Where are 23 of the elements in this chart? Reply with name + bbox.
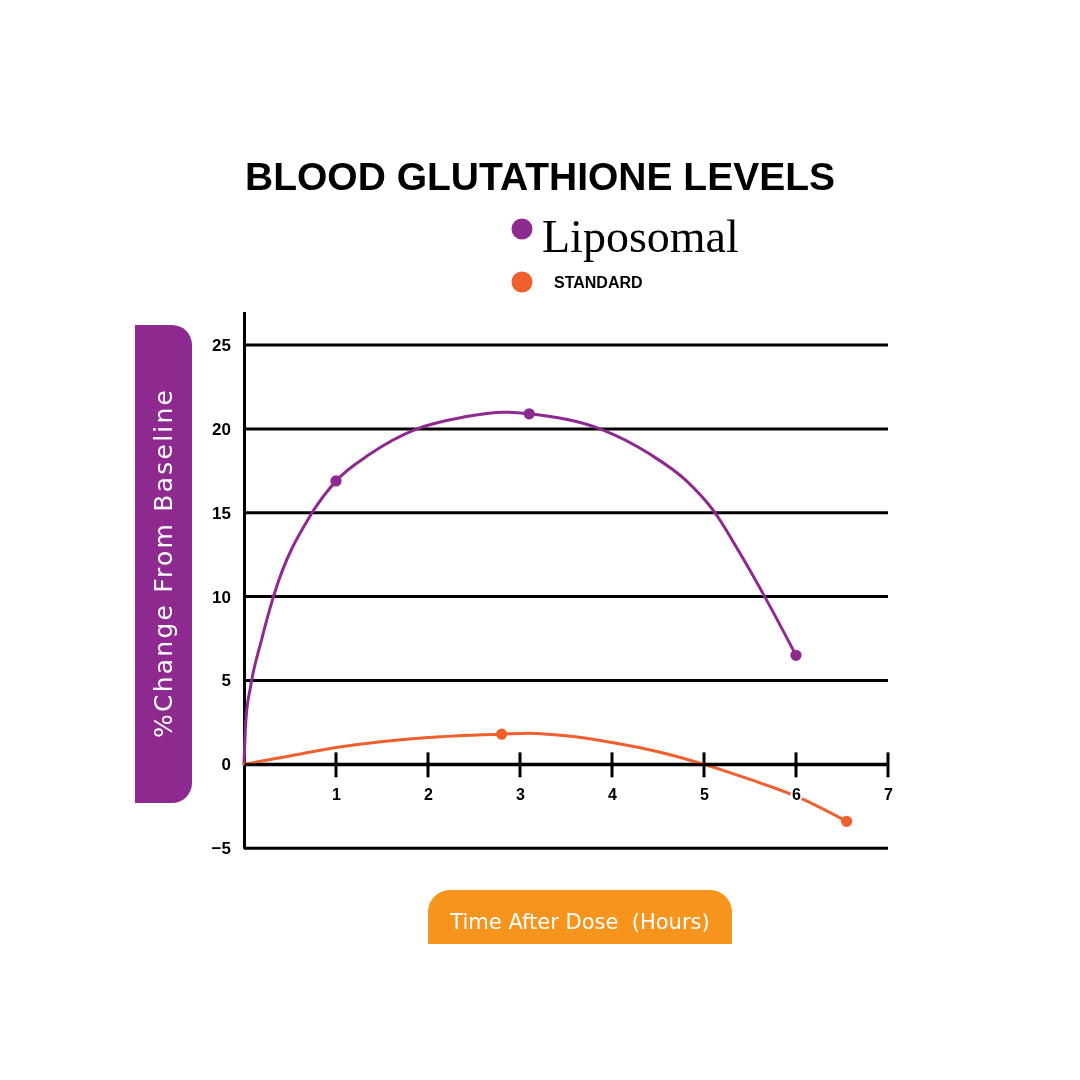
- point: [330, 475, 342, 487]
- y-tick-label: 0: [221, 755, 231, 775]
- y-tick-label: 10: [212, 587, 231, 607]
- y-tick-label: 25: [212, 335, 231, 355]
- point: [495, 728, 508, 740]
- x-tick-label: 3: [516, 785, 526, 803]
- x-tick-label: 5: [700, 785, 710, 803]
- point: [523, 408, 535, 420]
- y-axis-title: %Change From Baseline: [149, 390, 178, 738]
- point: [840, 815, 853, 827]
- legend-label: STANDARD: [554, 273, 643, 291]
- chart-title: BLOOD GLUTATHIONE LEVELS: [244, 155, 836, 198]
- legend-label: Liposomal: [542, 211, 739, 262]
- x-tick-label: 4: [608, 785, 618, 803]
- x-tick-label: 7: [884, 785, 894, 803]
- y-tick-label: 15: [212, 503, 231, 523]
- x-axis-title: Time After Dose (Hours): [449, 909, 710, 934]
- y-tick-label: −5: [211, 839, 231, 859]
- x-tick-label: 2: [424, 785, 434, 803]
- x-tick-label: 1: [332, 785, 342, 803]
- y-tick-label: 20: [212, 419, 231, 439]
- y-tick-label: 5: [221, 671, 231, 691]
- point: [790, 649, 802, 661]
